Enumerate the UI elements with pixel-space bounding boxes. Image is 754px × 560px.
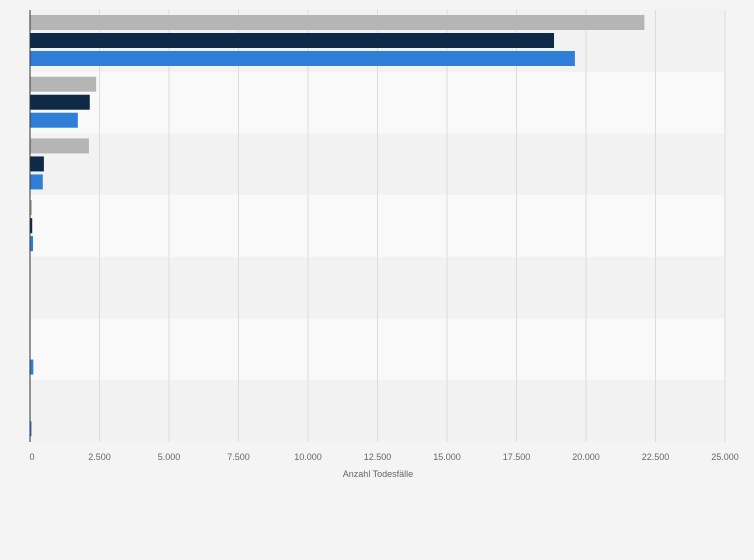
x-tick-label: 15.000 [433,452,461,462]
bar [30,421,32,437]
bar [30,359,34,375]
x-axis-title: Anzahl Todesfälle [343,469,413,479]
bar [30,138,89,154]
x-gridlines [99,10,726,442]
bar [30,200,32,216]
bar [30,76,97,92]
x-tick-label: 5.000 [158,452,181,462]
x-tick-label: 20.000 [572,452,600,462]
x-tick-label: 10.000 [294,452,322,462]
bar [30,33,555,48]
x-tick-label: 0 [29,452,34,462]
x-tick-label: 12.500 [364,452,392,462]
x-tick-label: 7.500 [227,452,250,462]
bar [30,51,575,66]
bar [30,94,90,110]
bar [30,156,44,172]
x-tick-labels: 0 2.500 5.000 7.500 10.000 12.500 15.000 17.500… [29,452,738,462]
x-tick-label: 25.000 [711,452,739,462]
bar [30,218,33,234]
bar [30,236,34,252]
x-tick-label: 17.500 [503,452,531,462]
bar [30,112,78,128]
bars [30,15,645,437]
x-tick-label: 2.500 [88,452,111,462]
x-tick-label: 22.500 [642,452,670,462]
bar [30,15,645,30]
bar [30,174,43,190]
